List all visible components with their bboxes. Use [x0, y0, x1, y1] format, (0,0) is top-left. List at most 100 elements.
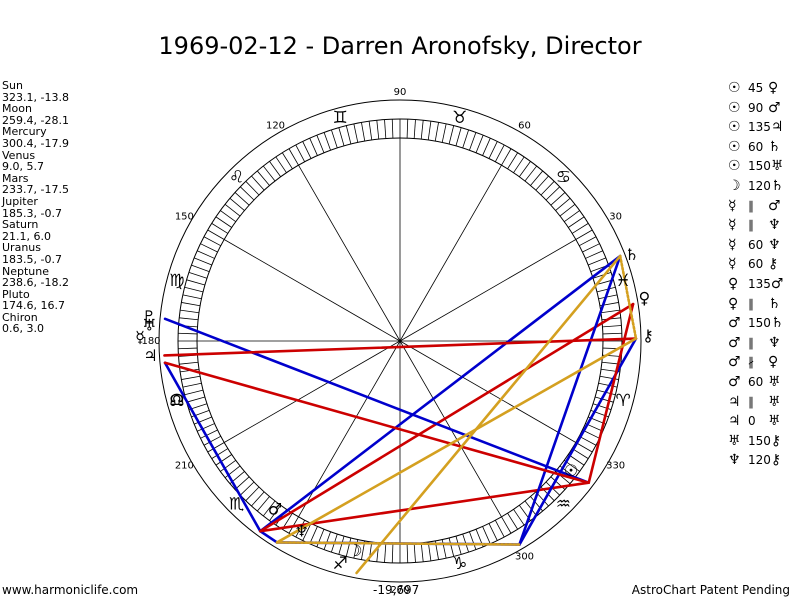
degree-tick — [545, 186, 560, 201]
aspect-line — [275, 541, 521, 546]
aspect-row: ♆ 120 ⚷ — [728, 451, 783, 471]
degree-tick — [182, 382, 202, 388]
degree-tick — [575, 442, 593, 453]
aspect-line — [163, 317, 591, 484]
degree-tick — [224, 204, 241, 217]
bottom-value-readout: -19,697 — [373, 583, 420, 597]
degree-tick — [245, 181, 260, 196]
planet-glyph-mars-icon: ♂ — [268, 499, 282, 518]
degree-tick — [251, 491, 265, 507]
planet-glyph-mercury-icon: ☿ — [135, 327, 145, 346]
degree-tick — [197, 423, 215, 432]
degree-tick — [602, 332, 622, 335]
planet-name-jupiter: Jupiter — [2, 194, 38, 208]
zodiac-sign-icon: ♉ — [452, 108, 467, 128]
degree-tick — [220, 459, 237, 472]
degree-tick — [302, 141, 312, 159]
planet-name-venus: Venus — [2, 148, 36, 162]
aspect-row: ☿ 60 ♆ — [728, 236, 783, 256]
aspect-glyph-2: ♆ — [768, 334, 781, 351]
aspect-glyph-2: ♅ — [770, 158, 784, 175]
aspect-line — [163, 361, 591, 484]
aspect-row: ♂ 150 ♄ — [728, 314, 783, 334]
aspect-row: ♀ ∥ ♄ — [728, 295, 783, 315]
aspect-glyph-2: ⚷ — [770, 432, 782, 449]
degree-label: 210 — [175, 461, 194, 472]
aspect-line — [163, 361, 262, 533]
degree-tick — [338, 536, 345, 555]
degree-tick — [494, 144, 505, 162]
degree-tick — [234, 192, 250, 206]
degree-tick — [469, 531, 477, 550]
aspect-row: ♃ 0 ♅ — [728, 412, 783, 432]
aspect-angle: 150 — [748, 159, 771, 174]
aspect-glyph-2: ♄ — [770, 315, 784, 332]
degree-tick — [200, 429, 218, 439]
aspect-angle: ∦ — [748, 355, 754, 370]
degree-label: 120 — [266, 120, 285, 131]
zodiac-sign-icon: ♊ — [333, 108, 348, 128]
planet-name-pluto: Pluto — [2, 287, 30, 301]
planet-glyph-neptune-icon: ♆ — [295, 522, 309, 541]
aspect-line — [258, 529, 279, 544]
degree-tick — [194, 416, 212, 425]
planet-name-mercury: Mercury — [2, 125, 47, 139]
degree-label: 180 — [141, 336, 160, 347]
degree-tick — [391, 119, 394, 139]
degree-tick — [571, 448, 589, 459]
aspect-glyph-1: ☉ — [728, 119, 741, 136]
degree-tick — [368, 121, 373, 141]
degree-tick — [240, 481, 255, 496]
planet-name-mars: Mars — [2, 171, 29, 185]
planet-glyph-saturn-icon: ♄ — [625, 245, 639, 264]
planet-value-saturn: 21.1, 6.0 — [2, 229, 51, 243]
aspect-line — [258, 302, 635, 533]
degree-tick — [309, 526, 318, 544]
degree-tick — [475, 135, 484, 153]
zodiac-sign-icon: ♓ — [616, 271, 631, 291]
aspect-glyph-2: ♅ — [768, 413, 781, 430]
degree-tick — [288, 148, 299, 166]
aspect-glyph-2: ♄ — [768, 138, 781, 155]
degree-tick — [186, 279, 205, 286]
zodiac-sign-icon: ♋ — [556, 168, 571, 188]
degree-label: 60 — [518, 120, 531, 131]
degree-tick — [592, 272, 612, 279]
degree-tick — [559, 204, 576, 217]
degree-tick — [530, 170, 544, 186]
degree-label: 30 — [609, 212, 622, 223]
degree-tick — [178, 347, 198, 350]
degree-tick — [455, 127, 462, 146]
degree-tick — [323, 132, 331, 151]
zodiac-sign-icon: ♈ — [616, 391, 631, 411]
degree-label: 300 — [515, 552, 534, 563]
degree-tick — [434, 122, 439, 142]
degree-tick — [448, 537, 455, 557]
planet-value-neptune: 238.6, -18.2 — [2, 276, 69, 290]
degree-tick — [282, 152, 293, 170]
aspect-glyph-2: ♅ — [768, 393, 781, 410]
aspect-glyph-2: ♀ — [768, 354, 779, 371]
degree-tick — [263, 165, 276, 182]
aspect-angle: 60 — [748, 257, 764, 272]
planet-value-chiron: 0.6, 3.0 — [2, 322, 44, 336]
degree-tick — [579, 435, 597, 446]
degree-tick — [186, 396, 205, 403]
degree-label: 150 — [175, 212, 194, 223]
degree-tick — [488, 523, 498, 541]
zodiac-sign-icon: ♑ — [452, 554, 467, 574]
aspect-row: ☽ 120 ♄ — [728, 177, 783, 197]
planet-glyph-uranus-icon: ♅ — [142, 316, 156, 335]
aspect-glyph-1: ☉ — [728, 80, 741, 96]
footer-website-link[interactable]: www.harmoniclife.com — [2, 583, 139, 597]
planet-value-mercury: 300.4, -17.9 — [2, 136, 69, 150]
planet-name-moon: Moon — [2, 102, 32, 116]
planet-position-list: Sun 323.1, -13.8 Moon 259.4, -28.1 Mercury 30… — [2, 80, 69, 335]
degree-tick — [507, 512, 518, 530]
aspect-glyph-1: ♆ — [728, 452, 741, 469]
aspect-angle: 45 — [748, 81, 764, 95]
degree-tick — [555, 197, 571, 211]
aspect-glyph-1: ♂ — [728, 334, 741, 351]
aspect-list: ☉ 45 ♀ ☉ 90 ♂ ☉ 135 ♃ ☉ 60 ♄ ☉ 150 ♅ ☽ 120 ♄ ☿ ∥ ♂ ☿ ∥ … — [728, 79, 783, 471]
degree-tick — [256, 496, 270, 512]
